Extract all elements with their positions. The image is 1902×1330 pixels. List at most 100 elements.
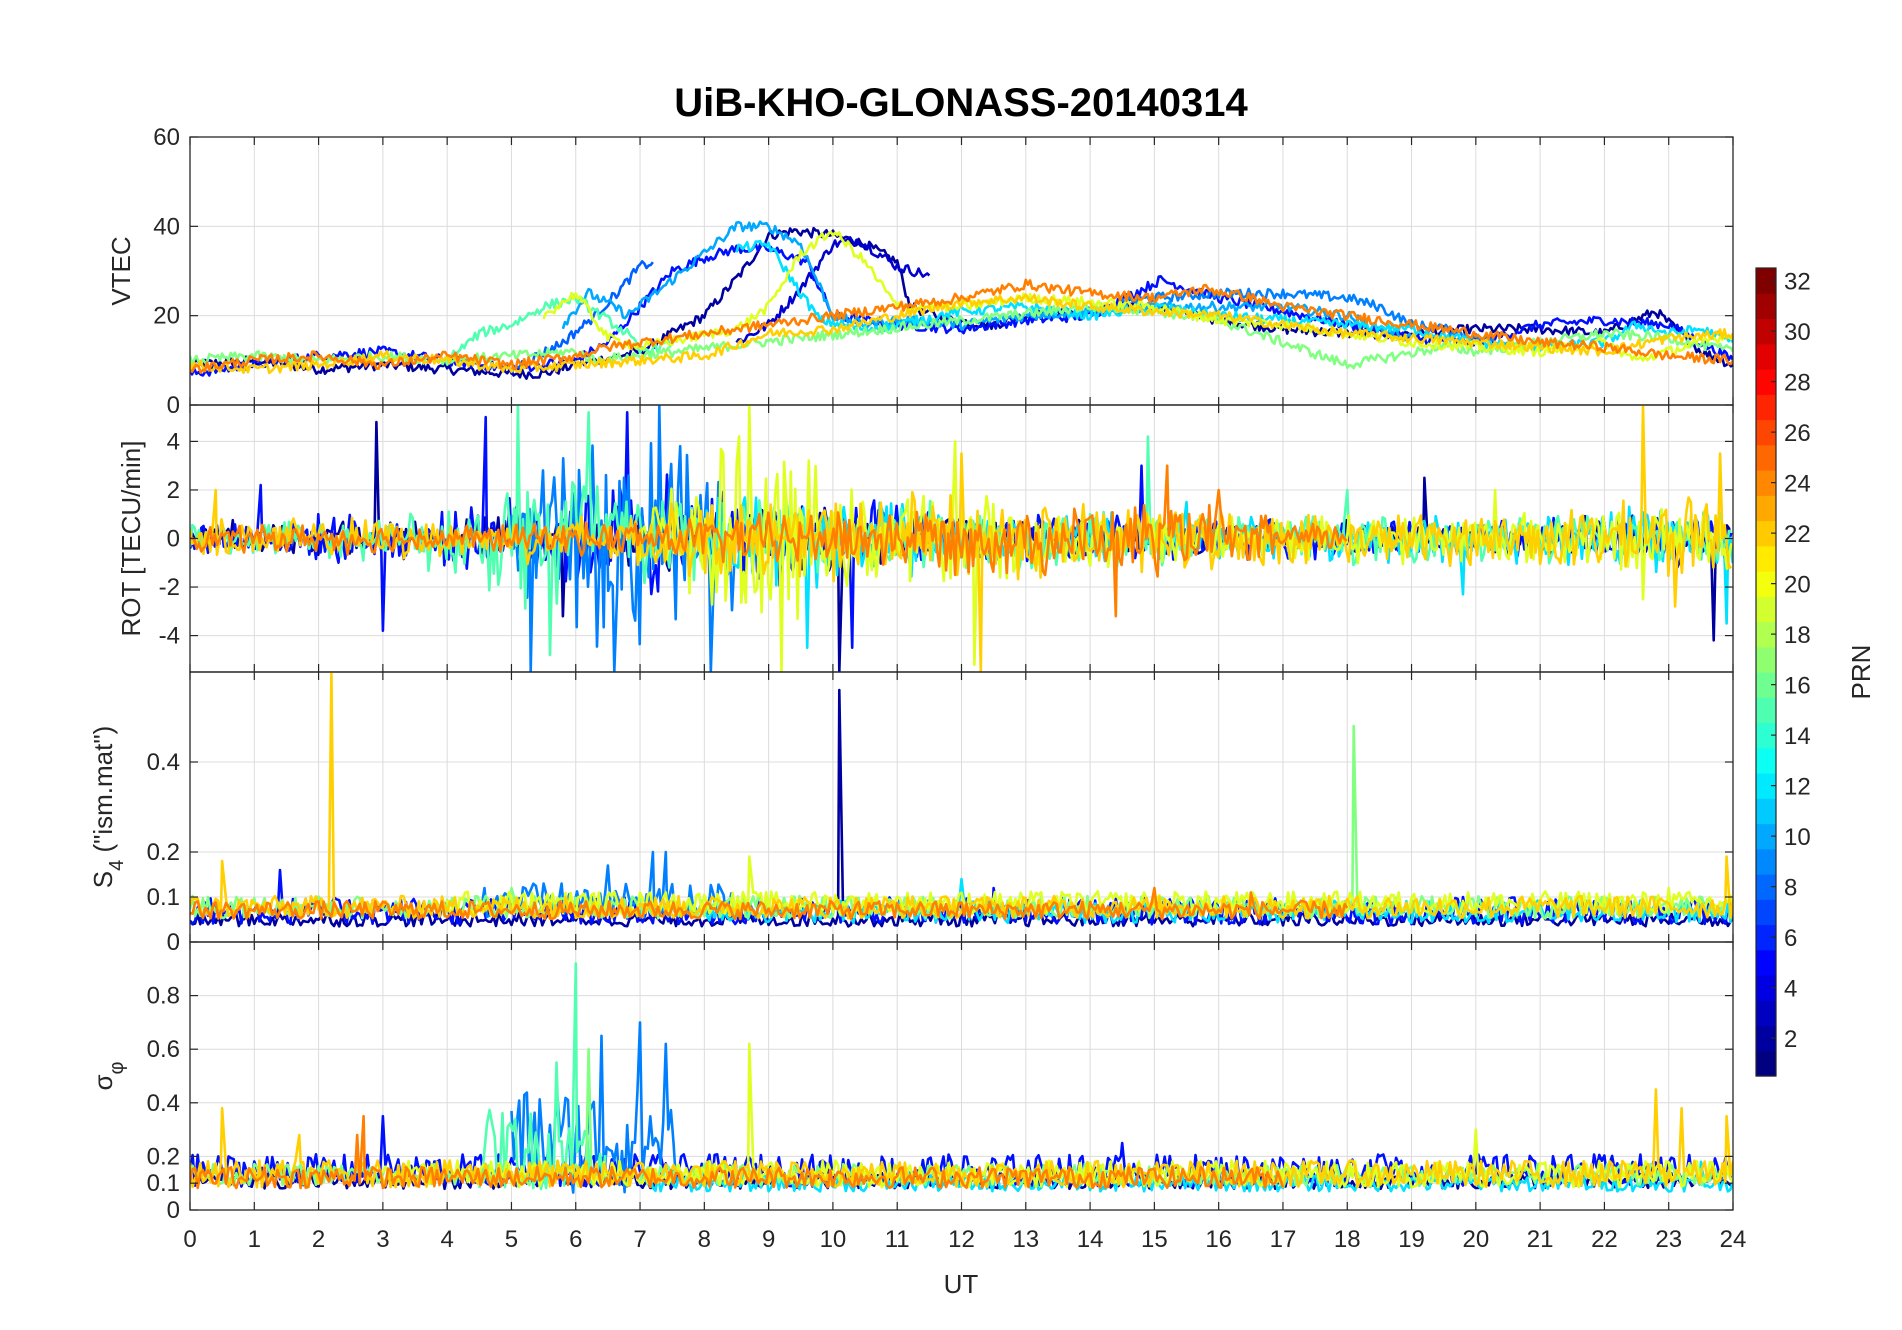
x-tick-label: 5: [505, 1226, 518, 1253]
colorbar-tick-label: 6: [1784, 925, 1797, 952]
colorbar-tick-label: 2: [1784, 1026, 1797, 1053]
colorbar-frame: [1755, 267, 1777, 1077]
series-group: [190, 672, 1733, 928]
x-tick-labels: 0 1 2 3 4 5 6 7 8 9 10 11 12 13 14 15 16 17 18 19 20 21 22 23 24: [183, 1226, 1746, 1253]
colorbar-swatch: [1756, 394, 1776, 421]
x-tick-label: 23: [1655, 1226, 1682, 1253]
colorbar-swatch: [1756, 369, 1776, 395]
colorbar-swatch: [1756, 571, 1776, 597]
series-prn-13: [704, 877, 1733, 925]
colorbar-tick-label: 26: [1784, 420, 1811, 447]
x-tick-label: 9: [762, 1226, 775, 1253]
ticks: 0 20 40 60: [153, 124, 1734, 419]
colorbar-swatch: [1756, 1000, 1776, 1027]
series-prn-24: [190, 278, 1733, 374]
series-prn-3: [735, 236, 931, 344]
y-axis-label-rest: ("ism.mat"): [88, 726, 118, 860]
colorbar-swatch: [1756, 545, 1776, 572]
colorbar-swatch: [1756, 520, 1776, 547]
y-tick-label: 0.1: [147, 884, 180, 911]
panel-4: 00.10.2 0.4 0.6 0.8 σφ: [88, 941, 1734, 1224]
panel-3: 0 0.1 0.2 0.4 S4 ("ism.mat"): [88, 671, 1734, 956]
colorbar-swatch: [1756, 949, 1776, 976]
panel-1: 0 20 40 60 VTEC: [106, 124, 1734, 419]
colorbar-tick-label: 8: [1784, 875, 1797, 902]
colorbar-swatch: [1756, 773, 1776, 799]
series-prn-24: [190, 464, 1348, 618]
y-tick-label: 20: [153, 303, 180, 330]
series-prn-24: [190, 1114, 1285, 1190]
colorbar-swatch: [1756, 268, 1776, 294]
y-axis-label: ROT [TECU/min]: [116, 441, 146, 637]
x-tick-label: 10: [820, 1226, 847, 1253]
y-tick-label: 0.8: [147, 983, 180, 1010]
x-axis-label: UT: [944, 1269, 979, 1299]
x-tick-label: 13: [1012, 1226, 1039, 1253]
x-tick-label: 14: [1077, 1226, 1104, 1253]
colorbar-tick-label: 18: [1784, 622, 1811, 649]
y-tick-label: -4: [159, 623, 180, 650]
y-tick-label: 0.2: [147, 1143, 180, 1170]
y-axis-label: σφ: [88, 1061, 128, 1090]
x-tick-label: 16: [1205, 1226, 1232, 1253]
series-prn-21: [190, 1088, 1733, 1189]
y-tick-label: 0: [167, 526, 180, 553]
colorbar-swatch: [1756, 293, 1776, 320]
y-tick-label: 40: [153, 213, 180, 240]
x-tick-label: 12: [948, 1226, 975, 1253]
colorbar-swatch: [1756, 318, 1776, 345]
y-axis-label: S4 ("ism.mat"): [88, 726, 128, 888]
x-tick-label: 4: [440, 1226, 453, 1253]
colorbar-swatch: [1756, 495, 1776, 522]
x-tick-label: 6: [569, 1226, 582, 1253]
grid: [189, 405, 1734, 672]
colorbar-swatch: [1756, 747, 1776, 774]
y-tick-label: 0: [167, 929, 180, 956]
colorbar-label: PRN: [1846, 645, 1876, 700]
x-tick-label: 1: [248, 1226, 261, 1253]
colorbar-tick-label: 10: [1784, 824, 1811, 851]
y-tick-label: -2: [159, 574, 180, 601]
ticks: 0 0.1 0.2 0.4: [147, 672, 1734, 956]
colorbar-swatch: [1756, 874, 1776, 900]
ticks: -4 -2 0 2 4: [159, 405, 1734, 672]
y-tick-label: 0.1: [147, 1170, 180, 1197]
colorbar-swatch: [1756, 419, 1776, 446]
colorbar-swatch: [1756, 722, 1776, 749]
colorbar-swatch: [1756, 975, 1776, 1001]
x-tick-label: 24: [1720, 1226, 1747, 1253]
colorbar-tick-label: 22: [1784, 521, 1811, 548]
series-prn-17: [190, 301, 1733, 370]
x-tick-label: 22: [1591, 1226, 1618, 1253]
x-tick-label: 8: [698, 1226, 711, 1253]
colorbar-tick-label: 14: [1784, 723, 1811, 750]
ticks: 00.10.2 0.4 0.6 0.8: [147, 942, 1734, 1224]
series-prn-21: [190, 672, 1733, 920]
colorbar-tick-label: 30: [1784, 319, 1811, 346]
y-tick-label: 0.2: [147, 839, 180, 866]
colorbar-swatch: [1756, 470, 1776, 496]
colorbar-swatch: [1756, 798, 1776, 825]
y-tick-label: 0: [167, 392, 180, 419]
x-tick-label: 19: [1398, 1226, 1425, 1253]
colorbar-swatch: [1756, 444, 1776, 471]
chart-title: UiB-KHO-GLONASS-20140314: [674, 81, 1248, 125]
colorbar-swatch: [1756, 646, 1776, 673]
colorbar-tick-label: 16: [1784, 673, 1811, 700]
colorbar-tick-label: 12: [1784, 774, 1811, 801]
colorbar-swatch: [1756, 924, 1776, 951]
colorbar-swatch: [1756, 899, 1776, 926]
x-tick-label: 21: [1527, 1226, 1554, 1253]
series-prn-2: [190, 226, 1733, 380]
series-group: [190, 405, 1733, 672]
colorbar-tick-label: 24: [1784, 471, 1811, 498]
x-tick-label: 3: [376, 1226, 389, 1253]
series-prn-9: [510, 1021, 678, 1194]
series-prn-24: [190, 886, 1349, 921]
grid: [189, 942, 1734, 1211]
x-tick-label: 18: [1334, 1226, 1361, 1253]
series-group: [190, 220, 1733, 380]
series-prn-19: [542, 230, 1733, 362]
y-axis-label: VTEC: [106, 236, 136, 305]
